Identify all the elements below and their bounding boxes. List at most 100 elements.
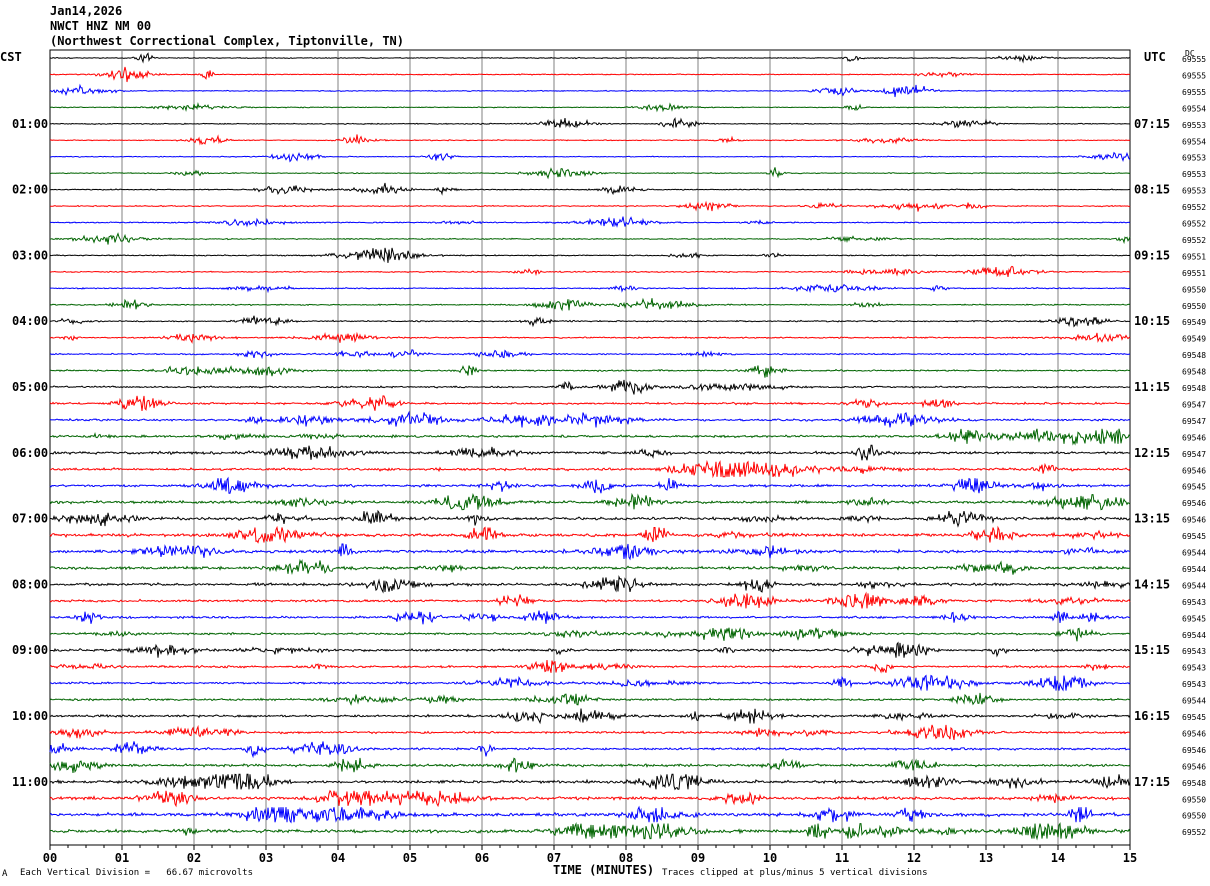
trace-offset-label: 69553: [1182, 121, 1206, 130]
trace-offset-label: 69553: [1182, 170, 1206, 179]
trace-offset-label: 69543: [1182, 664, 1206, 673]
trace-offset-label: 69544: [1182, 631, 1206, 640]
seismic-trace: [49, 525, 1131, 544]
trace-offset-label: 69547: [1182, 417, 1206, 426]
trace-offset-label: 69548: [1182, 779, 1206, 788]
x-tick-label: 10: [763, 851, 777, 865]
seismic-trace: [49, 574, 1131, 594]
trace-offset-label: 69548: [1182, 368, 1206, 377]
x-tick-label: 04: [331, 851, 345, 865]
trace-offset-label: 69544: [1182, 581, 1206, 590]
seismic-trace: [49, 757, 1131, 773]
seismic-trace: [49, 102, 1131, 113]
x-tick-label: 03: [259, 851, 273, 865]
seismic-trace: [49, 822, 1131, 841]
left-timezone-label: CST: [0, 50, 22, 64]
left-hour-label: 06:00: [12, 446, 48, 460]
seismic-trace: [49, 283, 1131, 294]
trace-offset-label: 69544: [1182, 565, 1206, 574]
x-tick-label: 01: [115, 851, 129, 865]
trace-offset-label: 69543: [1182, 647, 1206, 656]
seismic-trace: [49, 395, 1130, 411]
right-hour-label: 14:15: [1134, 577, 1170, 591]
trace-offset-label: 69552: [1182, 828, 1206, 837]
trace-offset-label: 69555: [1182, 55, 1206, 64]
right-hour-label: 15:15: [1134, 643, 1170, 657]
trace-offset-label: 69546: [1182, 729, 1206, 738]
trace-offset-label: 69543: [1182, 598, 1206, 607]
seismic-trace: [49, 476, 1131, 494]
left-hour-label: 03:00: [12, 248, 48, 262]
seismic-trace: [49, 492, 1131, 511]
x-tick-label: 09: [691, 851, 705, 865]
trace-offset-label: 69555: [1182, 71, 1206, 80]
seismic-trace: [49, 117, 1131, 129]
plot-date: Jan14,2026: [50, 4, 123, 18]
seismic-trace: [49, 626, 1131, 642]
plot-frame: [49, 49, 1131, 846]
trace-offset-label: 69546: [1182, 762, 1206, 771]
trace-offset-label: 69547: [1182, 450, 1206, 459]
seismic-trace: [49, 789, 1131, 808]
x-tick-label: 07: [547, 851, 561, 865]
seismic-trace: [49, 365, 1131, 378]
seismic-trace: [49, 543, 1131, 561]
seismic-trace: [50, 509, 1131, 528]
seismic-trace: [49, 200, 1131, 212]
seismic-trace: [49, 265, 1131, 277]
trace-offset-label: 69554: [1182, 104, 1206, 113]
trace-offset-label: 69553: [1182, 187, 1206, 196]
x-tick-label: 13: [979, 851, 993, 865]
seismic-trace: [49, 182, 1131, 196]
trace-offset-label: 69550: [1182, 302, 1206, 311]
trace-offset-label: 69550: [1182, 285, 1206, 294]
trace-offset-label: 69546: [1182, 499, 1206, 508]
seismic-trace: [49, 349, 1131, 360]
right-hour-label: 11:15: [1134, 380, 1170, 394]
trace-offset-label: 69552: [1182, 203, 1206, 212]
x-tick-label: 14: [1051, 851, 1065, 865]
x-tick-label: 12: [907, 851, 921, 865]
trace-offset-label: 69545: [1182, 614, 1206, 623]
x-tick-label: 02: [187, 851, 201, 865]
seismic-trace: [49, 297, 1131, 312]
seismic-trace: [49, 741, 1131, 759]
trace-offset-label: 69552: [1182, 220, 1206, 229]
left-hour-label: 08:00: [12, 577, 48, 591]
right-hour-label: 10:15: [1134, 314, 1170, 328]
trace-offset-label: 69548: [1182, 351, 1206, 360]
trace-offset-label: 69544: [1182, 549, 1206, 558]
left-hour-label: 11:00: [12, 775, 48, 789]
trace-offset-label: 69555: [1182, 88, 1206, 97]
x-tick-label: 06: [475, 851, 489, 865]
seismic-trace: [50, 674, 1131, 692]
trace-offset-label: 69550: [1182, 812, 1206, 821]
left-hour-label: 07:00: [12, 512, 48, 526]
left-hour-label: 09:00: [12, 643, 48, 657]
seismic-trace: [49, 167, 1131, 180]
x-tick-label: 05: [403, 851, 417, 865]
trace-offset-label: 69550: [1182, 795, 1206, 804]
seismic-trace: [49, 52, 1131, 64]
x-axis-title: TIME (MINUTES): [553, 863, 655, 877]
seismic-trace: [49, 216, 1131, 228]
dc-offset-header: DC: [1185, 49, 1195, 58]
seismic-trace: [49, 83, 1131, 98]
trace-offset-label: 69551: [1182, 252, 1206, 261]
seismic-trace: [49, 444, 1131, 461]
seismic-trace: [49, 773, 1131, 791]
right-hour-label: 13:15: [1134, 512, 1170, 526]
seismic-trace: [49, 692, 1131, 706]
right-hour-label: 17:15: [1134, 775, 1170, 789]
seismic-trace: [49, 591, 1131, 609]
seismic-trace: [49, 428, 1131, 446]
seismic-trace: [49, 66, 1131, 83]
left-hour-label: 01:00: [12, 117, 48, 131]
trace-offset-label: 69543: [1182, 680, 1206, 689]
right-hour-label: 08:15: [1134, 183, 1170, 197]
trace-offset-label: 69551: [1182, 269, 1206, 278]
left-hour-label: 04:00: [12, 314, 48, 328]
trace-offset-label: 69547: [1182, 400, 1206, 409]
seismic-trace: [49, 641, 1131, 658]
